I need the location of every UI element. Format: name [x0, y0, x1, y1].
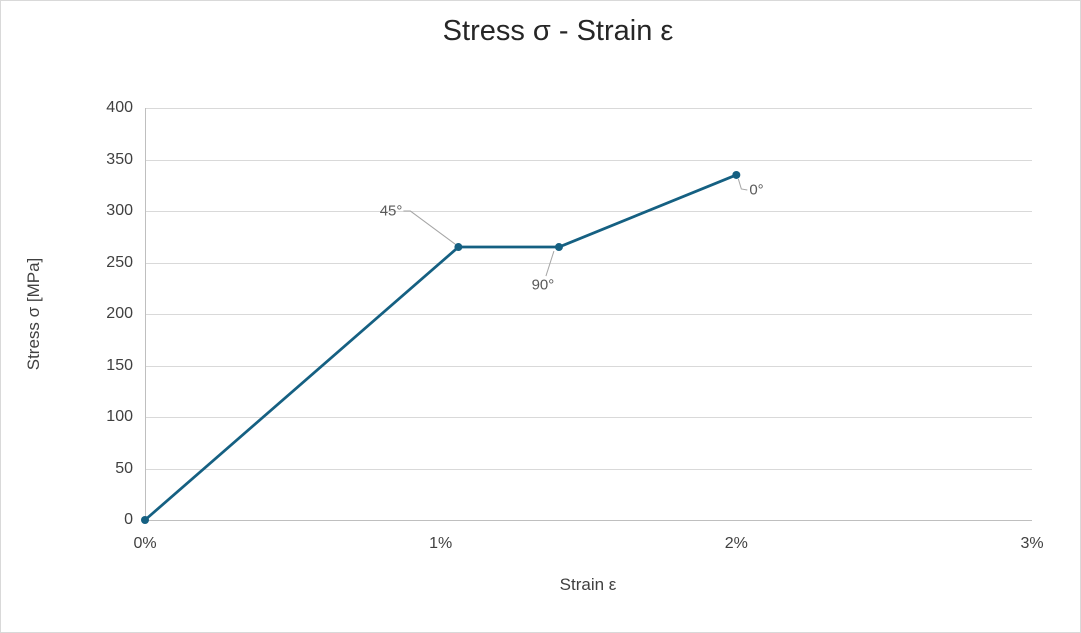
x-axis-title: Strain ε: [559, 575, 617, 594]
y-tick-label-200: 200: [106, 305, 133, 322]
data-point-marker-1: [454, 243, 463, 252]
x-tick-label-1%: 1%: [429, 535, 453, 552]
x-tick-label-0%: 0%: [133, 535, 157, 552]
annotation-leader-line: [545, 250, 555, 277]
x-tick-label-2%: 2%: [724, 535, 748, 552]
data-point-marker-2: [554, 243, 563, 252]
annotation-label-2: 90°: [531, 276, 555, 294]
y-tick-label-50: 50: [115, 459, 133, 477]
y-tick-label-0: 0: [124, 511, 133, 528]
annotation-leader-line: [737, 178, 748, 191]
series-line-stress-strain-curve: [143, 173, 738, 522]
x-tick-label-3%: 3%: [1020, 535, 1044, 552]
y-tick-label-400: 400: [106, 99, 133, 116]
data-point-marker-3: [732, 170, 741, 179]
annotation-leader-line: [403, 210, 457, 246]
y-tick-label-100: 100: [106, 408, 133, 425]
data-point-marker-0: [141, 516, 149, 524]
y-tick-label-250: 250: [106, 253, 133, 271]
annotation-label-1: 45°: [379, 202, 403, 220]
chart-title: Stress σ - Strain ε: [442, 15, 674, 47]
y-tick-label-300: 300: [106, 202, 133, 219]
annotation-label-3: 0°: [749, 181, 764, 199]
y-tick-label-350: 350: [106, 150, 133, 168]
y-tick-label-150: 150: [106, 356, 133, 374]
